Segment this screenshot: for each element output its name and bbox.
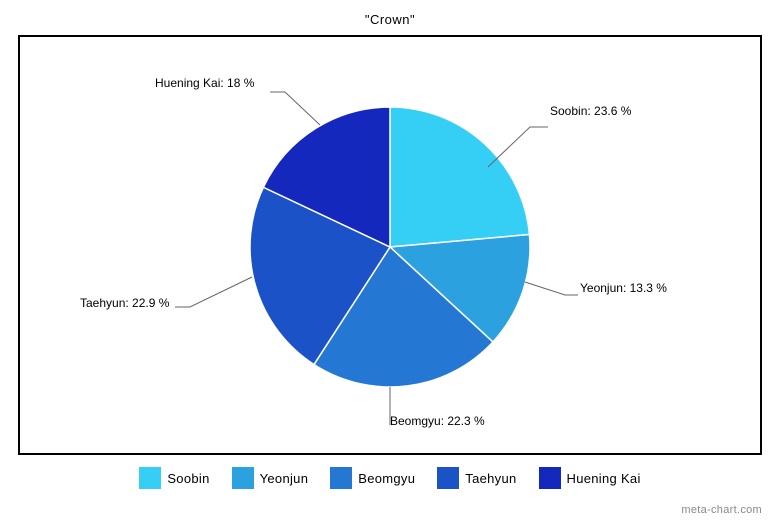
legend-label: Taehyun <box>465 471 516 486</box>
legend-swatch <box>330 467 352 489</box>
legend-item: Taehyun <box>437 467 516 489</box>
slice-label: Huening Kai: 18 % <box>155 76 255 90</box>
slice-label: Taehyun: 22.9 % <box>80 296 170 310</box>
legend-swatch <box>437 467 459 489</box>
pie-chart: Soobin: 23.6 % Yeonjun: 13.3 % Beomgyu: 22… <box>20 37 760 453</box>
legend-swatch <box>232 467 254 489</box>
legend-item: Beomgyu <box>330 467 415 489</box>
legend-item: Yeonjun <box>232 467 309 489</box>
legend: Soobin Yeonjun Beomgyu Taehyun Huening Kai <box>0 455 780 489</box>
legend-swatch <box>139 467 161 489</box>
legend-label: Yeonjun <box>260 471 309 486</box>
watermark: meta-chart.com <box>681 504 762 516</box>
leader-line <box>175 277 252 307</box>
slice-label: Yeonjun: 13.3 % <box>580 281 667 295</box>
slice-label: Beomgyu: 22.3 % <box>390 414 485 428</box>
legend-swatch <box>539 467 561 489</box>
legend-item: Soobin <box>139 467 209 489</box>
chart-title: "Crown" <box>0 0 780 35</box>
legend-label: Huening Kai <box>567 471 641 486</box>
legend-item: Huening Kai <box>539 467 641 489</box>
chart-frame: Soobin: 23.6 % Yeonjun: 13.3 % Beomgyu: 22… <box>18 35 762 455</box>
leader-line <box>270 92 320 125</box>
slice-label: Soobin: 23.6 % <box>550 104 632 118</box>
pie-slice <box>390 107 529 247</box>
legend-label: Beomgyu <box>358 471 415 486</box>
legend-label: Soobin <box>167 471 209 486</box>
leader-line <box>525 282 578 295</box>
